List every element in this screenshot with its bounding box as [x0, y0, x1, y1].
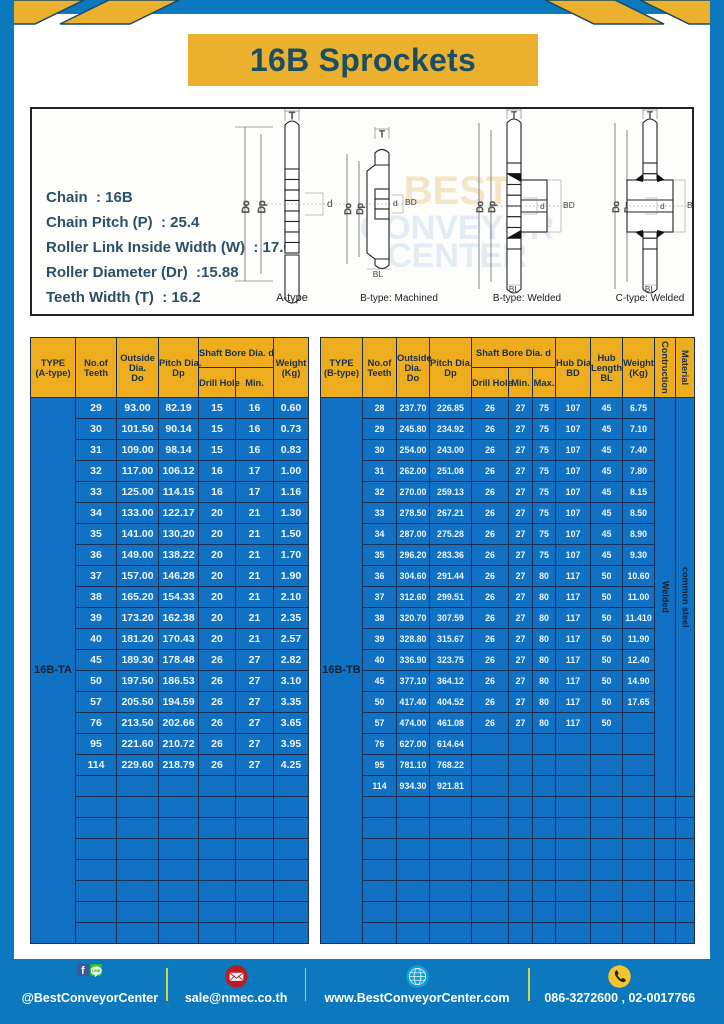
- svg-text:BD: BD: [405, 197, 417, 207]
- svg-text:LINE: LINE: [92, 969, 101, 973]
- svg-text:BL: BL: [373, 269, 384, 279]
- svg-text:B-type: Welded: B-type: Welded: [493, 293, 561, 304]
- svg-text:Do: Do: [241, 200, 252, 213]
- svg-text:f: f: [82, 965, 86, 977]
- svg-text:BD: BD: [687, 200, 692, 210]
- svg-text:d: d: [327, 199, 333, 210]
- svg-text:A-type: A-type: [276, 292, 308, 304]
- svg-text:Do: Do: [611, 201, 621, 213]
- svg-text:BD: BD: [563, 200, 575, 210]
- svg-text:CENTER: CENTER: [387, 237, 527, 275]
- svg-text:T: T: [289, 111, 295, 122]
- svg-text:B-type: Machined: B-type: Machined: [360, 293, 438, 304]
- svg-text:d: d: [393, 198, 398, 208]
- svg-text:d: d: [540, 201, 545, 211]
- svg-text:T: T: [379, 129, 385, 139]
- svg-text:Dp: Dp: [257, 200, 268, 213]
- svg-text:Do: Do: [475, 201, 485, 213]
- svg-text:Dp: Dp: [355, 203, 365, 215]
- svg-text:C-type: Welded: C-type: Welded: [616, 293, 685, 304]
- svg-text:d: d: [660, 201, 665, 211]
- svg-text:Dp: Dp: [487, 201, 497, 213]
- svg-text:Do: Do: [343, 203, 353, 215]
